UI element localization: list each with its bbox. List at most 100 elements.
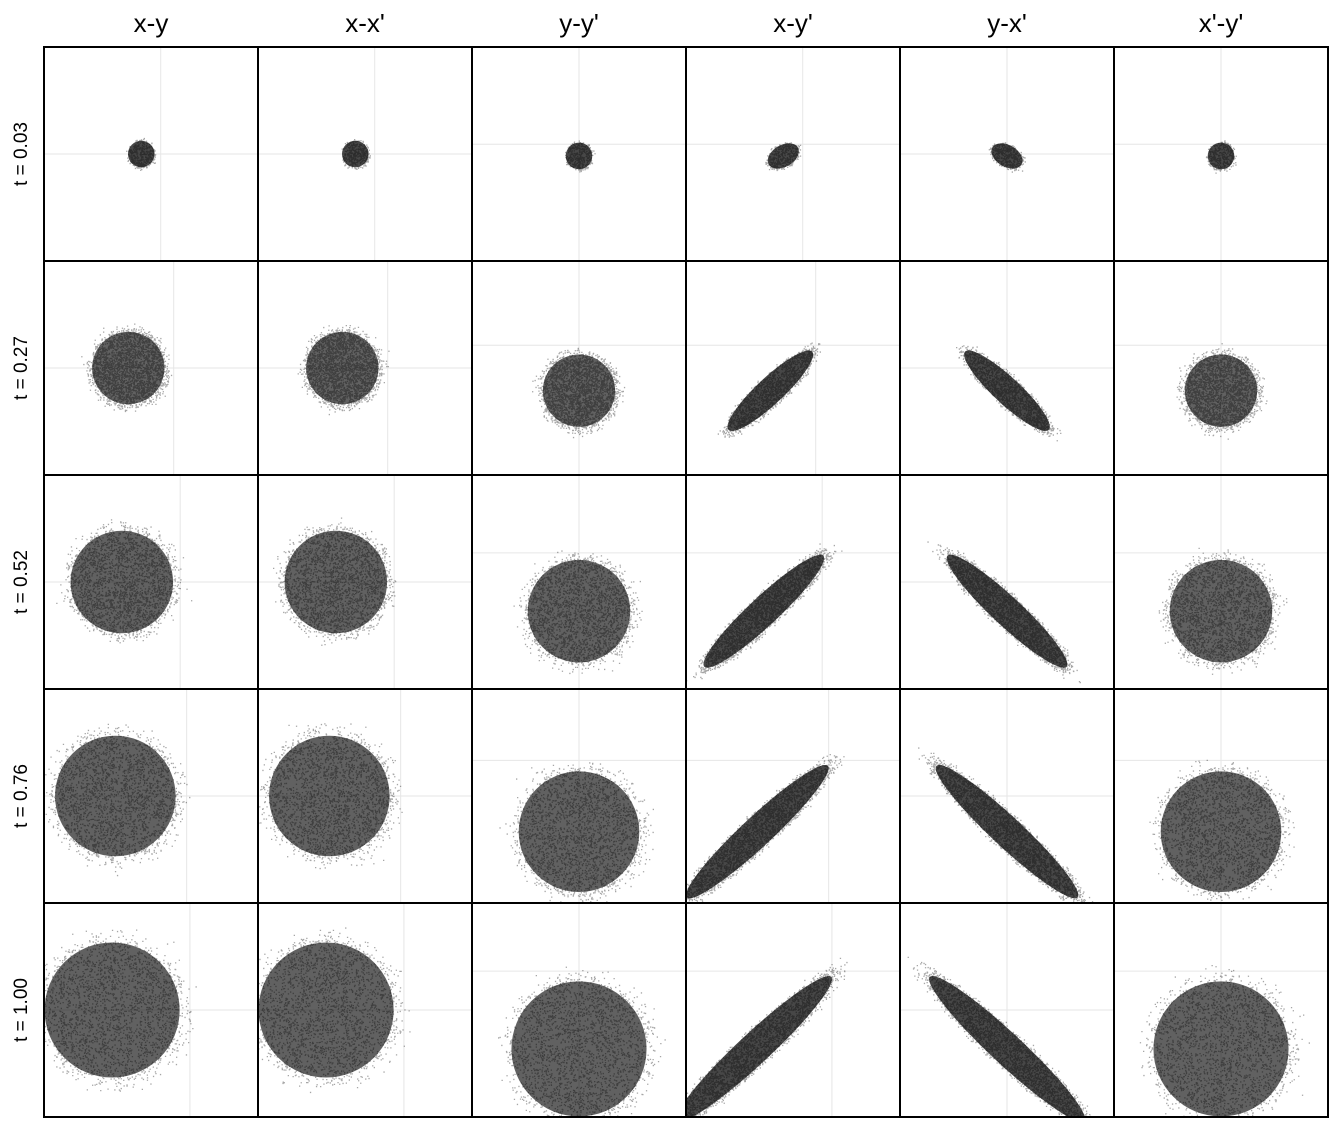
density-core (1184, 354, 1258, 427)
scatter-panel-x-y (44, 47, 258, 261)
scatter-points (918, 747, 1094, 903)
scatter-panel-y-yp (472, 903, 686, 1117)
point-cloud (532, 347, 626, 439)
scatter-points (258, 723, 403, 870)
scatter-points (686, 957, 848, 1117)
scatter-panel-xp-yp (1114, 689, 1328, 903)
scatter-panel-x-y (44, 689, 258, 903)
scatter-panel-x-xp (258, 47, 472, 261)
scatter-panel-x-xp (258, 903, 472, 1117)
panel-border-vertical (1113, 46, 1115, 1118)
scatter-points (44, 929, 197, 1092)
scatter-panel-y-yp (472, 261, 686, 475)
density-core (1207, 142, 1235, 170)
density-core (342, 140, 369, 168)
column-title: y-y' (559, 8, 599, 38)
panel-border-vertical (1327, 46, 1329, 1118)
point-cloud (44, 929, 197, 1092)
scatter-points (956, 345, 1062, 442)
scatter-points (927, 541, 1081, 684)
density-core (518, 771, 640, 892)
scatter-points (1158, 547, 1288, 675)
scatter-points (513, 550, 643, 675)
scatter-panel-x-y (44, 475, 258, 689)
point-cloud (513, 550, 643, 675)
scatter-points (56, 519, 193, 644)
panel-border-horizontal (43, 902, 1329, 904)
point-cloud (499, 762, 654, 903)
row-title-label: t = 0.27 (11, 336, 32, 400)
scatter-panel-x-y (44, 261, 258, 475)
point-cloud (1139, 965, 1310, 1117)
column-title: x-x' (345, 8, 385, 38)
panel-border-vertical (685, 46, 687, 1118)
density-core (269, 735, 390, 857)
density-core (686, 764, 829, 899)
point-cloud (81, 323, 173, 413)
scatter-panel-y-xp (900, 689, 1114, 903)
scatter-panel-xp-yp (1114, 903, 1328, 1117)
scatter-panel-x-yp (686, 903, 900, 1117)
density-core (929, 976, 1085, 1117)
panel-border-horizontal (43, 46, 1329, 48)
point-cloud (297, 325, 390, 416)
point-cloud (765, 142, 802, 172)
panel-border-vertical (471, 46, 473, 1118)
point-cloud (988, 142, 1026, 173)
density-core (935, 764, 1079, 899)
row-title-label: t = 1.00 (11, 978, 32, 1042)
point-cloud (686, 754, 845, 903)
row-title-label: t = 0.03 (11, 122, 32, 186)
panel-border-horizontal (43, 260, 1329, 262)
point-cloud (918, 747, 1094, 903)
scatter-points (258, 927, 411, 1094)
point-cloud (498, 966, 666, 1117)
scatter-points (1176, 343, 1268, 440)
scatter-panel-y-xp (900, 903, 1114, 1117)
column-title: y-x' (987, 8, 1027, 38)
scatter-points (717, 342, 821, 438)
panel-border-horizontal (43, 688, 1329, 690)
density-core (964, 350, 1050, 431)
density-core (686, 976, 833, 1117)
density-core (565, 142, 593, 170)
point-cloud (1176, 343, 1268, 440)
density-core (258, 942, 394, 1078)
scatter-points (1205, 140, 1237, 174)
density-core (128, 140, 155, 168)
density-core (991, 143, 1023, 169)
scatter-points (1139, 965, 1310, 1117)
row-title-label: t = 0.52 (11, 550, 32, 614)
scatter-panel-x-xp (258, 261, 472, 475)
scatter-points (765, 142, 802, 172)
scatter-panel-xp-yp (1114, 475, 1328, 689)
scatter-points (498, 966, 666, 1117)
scatter-points (341, 139, 371, 170)
density-core (1153, 981, 1289, 1117)
density-core (284, 530, 388, 634)
panel-border-vertical (43, 46, 45, 1118)
scatter-panel-y-xp (900, 475, 1114, 689)
scatter-panel-y-xp (900, 261, 1114, 475)
point-cloud (686, 957, 848, 1117)
panel-border-vertical (899, 46, 901, 1118)
point-cloud (341, 139, 371, 170)
scatter-points (499, 762, 654, 903)
scatter-points (273, 517, 397, 646)
panel-border-vertical (257, 46, 259, 1118)
panel-border-horizontal (43, 474, 1329, 476)
density-core (92, 331, 165, 405)
column-title: x-y (133, 8, 169, 38)
density-core (1169, 559, 1273, 663)
point-cloud (927, 541, 1081, 684)
scatter-points (686, 543, 843, 682)
point-cloud (126, 137, 157, 171)
point-cloud (56, 519, 193, 644)
scatter-panel-x-yp (686, 47, 900, 261)
panel-border-horizontal (43, 1116, 1329, 1118)
density-core (542, 354, 616, 427)
scatter-panel-x-y (44, 903, 258, 1117)
density-core (70, 530, 174, 634)
density-core (527, 559, 631, 663)
